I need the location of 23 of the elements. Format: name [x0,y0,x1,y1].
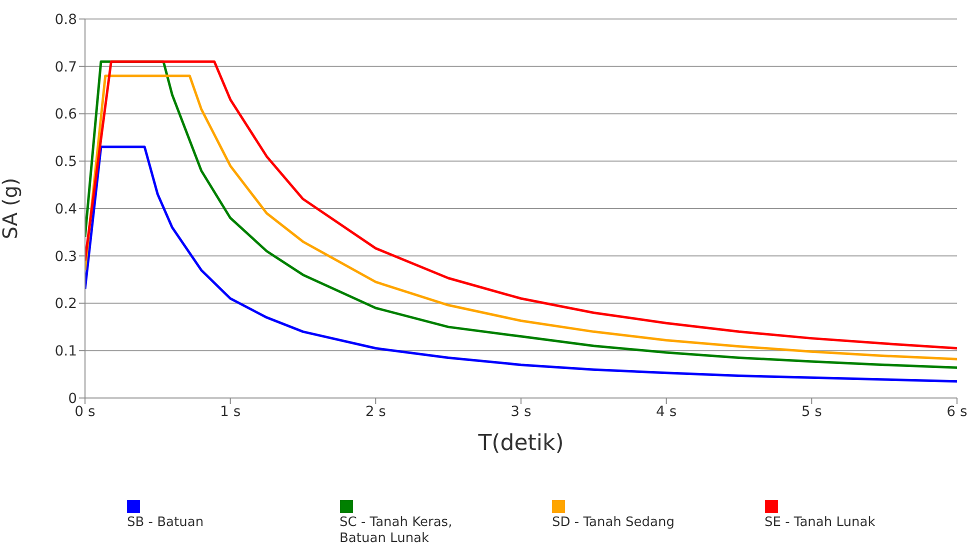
y-axis-title: SA (g) [0,178,22,240]
x-tick-label: 2 s [365,404,386,420]
x-tick-label: 5 s [801,404,822,420]
y-tick-label: 0.1 [54,344,77,360]
x-tick-label: 1 s [220,404,241,420]
legend-label: SC - Tanah Keras, Batuan Lunak [340,515,454,546]
y-tick-label: 0.8 [54,12,77,28]
line-series [85,146,957,383]
x-tick-label: 0 s [74,404,96,420]
y-tick-label: 0.6 [54,106,78,123]
y-tick-label: 0.5 [54,154,77,170]
legend-label: SB - Batuan [127,515,205,531]
legend-label: SE - Tanah Lunak [764,515,876,531]
x-tick-label: 4 s [656,404,677,420]
y-tick-label: 0.3 [54,248,77,265]
x-tick-label: 6 s [946,404,968,420]
x-tick-label: 3 s [510,404,532,420]
y-tick-label: 0.2 [54,296,77,312]
legend-label: SD - Tanah Sedang [552,515,676,531]
y-tick-label: 0.4 [54,201,78,218]
y-tick-label: 0 [68,390,77,407]
y-tick-label: 0.7 [54,59,77,76]
x-axis-title: T(detik) [477,431,564,456]
